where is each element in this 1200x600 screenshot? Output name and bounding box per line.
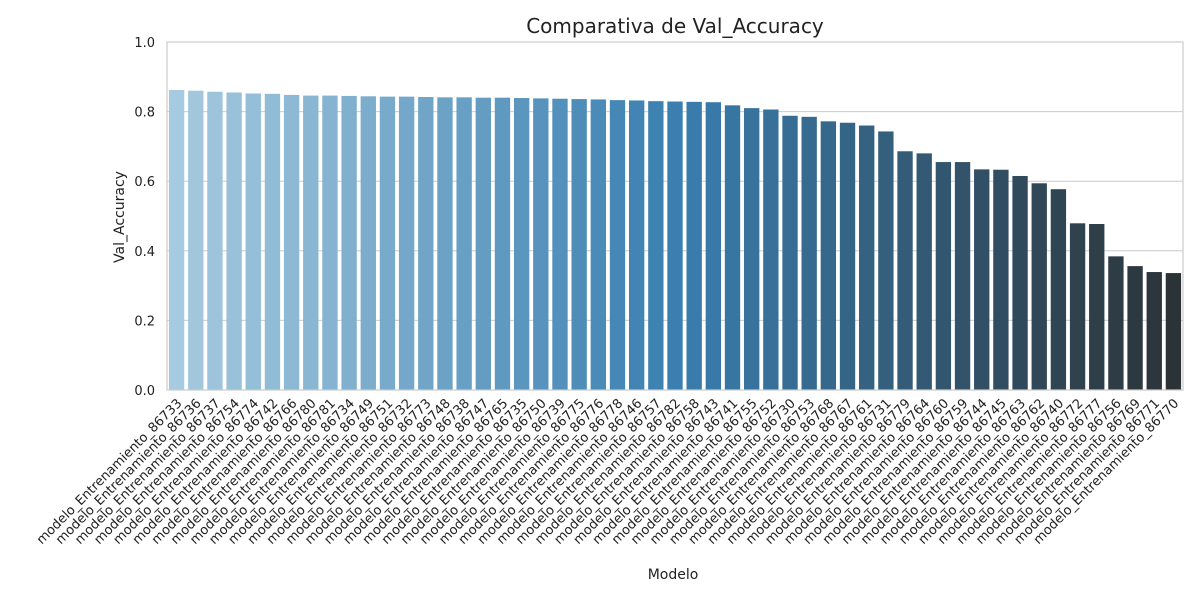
x-axis-label: Modelo — [648, 567, 699, 583]
bar-modelo_Entrenamiento_86777 — [1089, 224, 1105, 390]
bar-modelo_Entrenamiento_86731 — [878, 131, 894, 390]
bar-modelo_Entrenamiento_86746 — [628, 100, 645, 391]
bar-modelo_Entrenamiento_86775 — [571, 99, 587, 390]
bars-layer — [168, 90, 1182, 391]
chart-title: Comparativa de Val_Accuracy — [526, 14, 824, 38]
bar-modelo_Entrenamiento_86770 — [1165, 273, 1182, 390]
bar-modelo_Entrenamiento_86739 — [552, 98, 568, 390]
y-tick-label: 0.0 — [134, 384, 155, 399]
bar-modelo_Entrenamiento_86748 — [437, 97, 453, 390]
bar-modelo_Entrenamiento_86730 — [782, 115, 798, 390]
bar-modelo_Entrenamiento_86766 — [283, 94, 300, 391]
bar-modelo_Entrenamiento_86779 — [897, 151, 913, 390]
bar-modelo_Entrenamiento_86747 — [475, 97, 491, 391]
bar-modelo_Entrenamiento_86732 — [398, 96, 415, 390]
bar-modelo_Entrenamiento_86752 — [763, 109, 779, 390]
bar-modelo_Entrenamiento_86754 — [226, 92, 242, 391]
bar-modelo_Entrenamiento_86761 — [859, 125, 875, 391]
y-tick-label: 0.4 — [134, 245, 155, 260]
bar-modelo_Entrenamiento_86734 — [341, 95, 357, 390]
bar-modelo_Entrenamiento_86764 — [916, 153, 932, 390]
bar-modelo_Entrenamiento_86763 — [1012, 175, 1028, 390]
y-tick-label: 0.8 — [134, 106, 155, 121]
bar-modelo_Entrenamiento_86740 — [1050, 189, 1067, 390]
bar-modelo_Entrenamiento_86744 — [974, 169, 990, 390]
bar-modelo_Entrenamiento_86742 — [264, 93, 281, 390]
bar-modelo_Entrenamiento_86782 — [667, 101, 683, 390]
x-tick-labels: modelo_Entrenamiento_86733modelo_Entrena… — [34, 396, 1182, 547]
bar-modelo_Entrenamiento_86762 — [1031, 183, 1047, 390]
bar-modelo_Entrenamiento_86768 — [820, 121, 837, 390]
y-tick-label: 0.6 — [134, 175, 155, 190]
bar-modelo_Entrenamiento_86738 — [456, 97, 472, 390]
bar-modelo_Entrenamiento_86751 — [379, 96, 396, 390]
bar-modelo_Entrenamiento_86750 — [533, 98, 549, 390]
bar-modelo_Entrenamiento_86755 — [744, 108, 760, 391]
bar-modelo_Entrenamiento_86737 — [207, 91, 223, 390]
bar-modelo_Entrenamiento_86745 — [993, 169, 1009, 390]
bar-modelo_Entrenamiento_86780 — [303, 95, 319, 390]
bar-modelo_Entrenamiento_86753 — [801, 116, 817, 390]
bar-modelo_Entrenamiento_86771 — [1146, 272, 1162, 390]
bar-modelo_Entrenamiento_86776 — [590, 99, 606, 391]
bar-modelo_Entrenamiento_86760 — [935, 162, 952, 390]
y-axis-label: Val_Accuracy — [112, 171, 128, 263]
bar-modelo_Entrenamiento_86769 — [1127, 266, 1143, 390]
bar-modelo_Entrenamiento_86759 — [954, 162, 971, 390]
bar-modelo_Entrenamiento_86765 — [494, 97, 511, 391]
bar-modelo_Entrenamiento_86733 — [168, 90, 185, 391]
y-tick-label: 0.2 — [134, 314, 155, 329]
bar-modelo_Entrenamiento_86749 — [360, 96, 376, 390]
y-tick-labels: 0.0 0.2 0.4 0.6 0.8 1.0 — [134, 36, 155, 399]
plot-frame — [166, 41, 1184, 391]
bar-modelo_Entrenamiento_86736 — [188, 90, 204, 390]
bar-modelo_Entrenamiento_86781 — [322, 95, 338, 390]
bar-modelo_Entrenamiento_86773 — [418, 96, 434, 390]
bar-modelo_Entrenamiento_86774 — [245, 93, 261, 390]
bar-modelo_Entrenamiento_86757 — [648, 101, 664, 390]
bar-modelo_Entrenamiento_86743 — [705, 102, 722, 390]
bar-modelo_Entrenamiento_86741 — [724, 105, 741, 390]
bar-modelo_Entrenamiento_86767 — [839, 122, 856, 391]
bar-modelo_Entrenamiento_86735 — [513, 98, 530, 390]
y-tick-label: 1.0 — [134, 36, 155, 51]
bar-modelo_Entrenamiento_86758 — [686, 101, 702, 391]
bar-modelo_Entrenamiento_86772 — [1069, 223, 1086, 390]
bar-modelo_Entrenamiento_86756 — [1108, 256, 1124, 390]
bar-modelo_Entrenamiento_86778 — [609, 100, 626, 391]
